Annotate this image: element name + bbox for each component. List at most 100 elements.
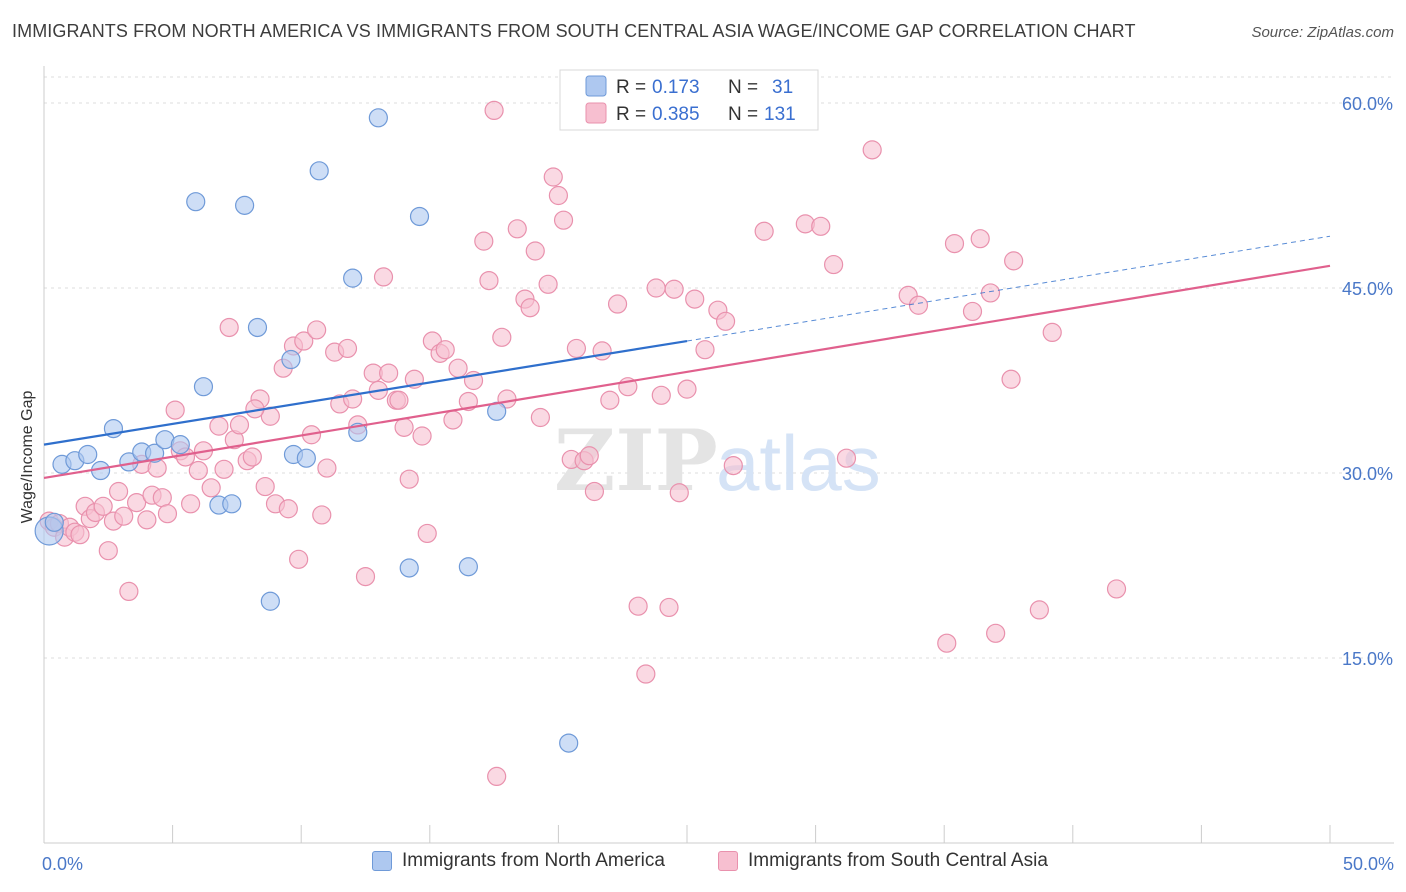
point-south-central-asia-65 [417, 523, 437, 544]
point-north-america-27 [458, 557, 478, 577]
point-north-america-30 [44, 512, 64, 532]
point-south-central-asia-36 [242, 447, 262, 467]
point-north-america-22 [343, 268, 363, 288]
point-south-central-asia-91 [584, 481, 605, 502]
point-south-central-asia-14 [114, 506, 134, 526]
point-south-central-asia-93 [600, 390, 620, 410]
point-south-central-asia-42 [278, 499, 298, 519]
point-south-central-asia-49 [317, 458, 337, 478]
point-south-central-asia-82 [530, 407, 550, 428]
point-south-central-asia-81 [525, 241, 545, 261]
point-south-central-asia-98 [646, 278, 666, 298]
stats-n-value-pink: 131 [764, 104, 796, 125]
stats-n-label-blue: N = [728, 77, 758, 98]
point-south-central-asia-74 [479, 271, 499, 291]
point-south-central-asia-124 [1004, 251, 1024, 271]
point-south-central-asia-128 [484, 100, 504, 121]
x-tick-label-0: 0.0% [42, 854, 83, 874]
point-south-central-asia-75 [487, 766, 507, 787]
point-south-central-asia-105 [695, 340, 715, 360]
point-south-central-asia-44 [289, 549, 309, 569]
point-south-central-asia-13 [108, 481, 129, 502]
point-south-central-asia-127 [1106, 579, 1127, 599]
point-south-central-asia-96 [628, 596, 648, 616]
point-north-america-12 [193, 377, 214, 397]
stats-r-label-pink: R = [616, 104, 646, 125]
point-south-central-asia-59 [379, 363, 399, 383]
point-south-central-asia-53 [343, 389, 363, 409]
point-north-america-10 [170, 435, 190, 455]
point-north-america-8 [144, 443, 165, 463]
trend-line-south-central-asia [43, 264, 1331, 480]
point-south-central-asia-64 [412, 426, 432, 446]
point-south-central-asia-78 [507, 219, 527, 239]
trend-line-north-america-extension [686, 235, 1331, 342]
point-south-central-asia-16 [126, 493, 147, 513]
source-label: Source: ZipAtlas.com [1251, 24, 1394, 41]
trend-line-north-america [43, 339, 688, 446]
point-north-america-16 [247, 317, 268, 338]
point-south-central-asia-99 [651, 385, 671, 405]
point-south-central-asia-23 [165, 400, 185, 420]
legend: Immigrants from North America Immigrants… [0, 850, 1406, 880]
point-south-central-asia-126 [1042, 322, 1062, 342]
point-south-central-asia-80 [520, 298, 540, 318]
legend-item-north-america: Immigrants from North America [372, 850, 665, 872]
point-south-central-asia-83 [538, 274, 558, 294]
point-south-central-asia-123 [1001, 369, 1021, 389]
point-south-central-asia-47 [307, 320, 327, 340]
point-south-central-asia-114 [862, 140, 882, 160]
point-south-central-asia-111 [811, 216, 831, 236]
point-south-central-asia-112 [824, 254, 844, 275]
stats-box: R = 0.173 N = 31 R = 0.385 N = 131 [559, 69, 819, 131]
y-tick-label-1: 30.0% [1342, 464, 1393, 484]
stats-swatch-blue [585, 75, 607, 97]
stats-r-value-blue: 0.173 [652, 77, 700, 98]
point-south-central-asia-69 [443, 410, 463, 430]
point-south-central-asia-26 [181, 494, 201, 514]
point-south-central-asia-94 [607, 294, 628, 314]
point-south-central-asia-55 [355, 566, 376, 587]
point-north-america-21 [309, 161, 329, 181]
point-south-central-asia-76 [492, 327, 512, 347]
point-south-central-asia-122 [986, 623, 1006, 643]
point-south-central-asia-11 [98, 541, 118, 561]
point-south-central-asia-120 [970, 229, 990, 249]
legend-swatch-pink [718, 851, 738, 871]
point-south-central-asia-6 [70, 525, 90, 545]
point-south-central-asia-86 [553, 210, 574, 230]
point-south-central-asia-48 [312, 505, 332, 525]
y-tick-label-2: 45.0% [1342, 279, 1393, 299]
point-south-central-asia-117 [937, 633, 957, 653]
point-south-central-asia-119 [962, 301, 983, 322]
x-tick-label-1: 50.0% [1343, 854, 1394, 874]
axes [43, 66, 1394, 844]
point-south-central-asia-73 [474, 231, 494, 251]
chart-title: IMMIGRANTS FROM NORTH AMERICA VS IMMIGRA… [12, 21, 1136, 41]
point-south-central-asia-18 [137, 510, 157, 530]
point-south-central-asia-31 [214, 459, 234, 479]
point-south-central-asia-34 [229, 415, 250, 435]
point-north-america-18 [281, 349, 301, 370]
point-south-central-asia-70 [448, 358, 468, 378]
point-south-central-asia-15 [119, 581, 139, 602]
point-south-central-asia-88 [566, 338, 587, 359]
legend-label-south-central-asia: Immigrants from South Central Asia [748, 850, 1048, 871]
legend-label-north-america: Immigrants from North America [402, 850, 665, 871]
point-south-central-asia-71 [458, 391, 478, 412]
point-south-central-asia-30 [209, 416, 229, 436]
point-south-central-asia-58 [373, 267, 394, 287]
legend-item-south-central-asia: Immigrants from South Central Asia [718, 850, 1048, 872]
point-north-america-3 [78, 444, 98, 465]
tick-labels: 15.0% 30.0% 45.0% 60.0% 0.0% 50.0% [42, 94, 1394, 874]
point-north-america-26 [409, 206, 430, 227]
stats-r-label-blue: R = [616, 77, 646, 98]
point-south-central-asia-107 [715, 311, 736, 331]
point-south-central-asia-101 [664, 279, 684, 299]
point-south-central-asia-61 [394, 417, 414, 437]
point-south-central-asia-52 [337, 338, 358, 359]
point-south-central-asia-108 [723, 456, 743, 476]
y-tick-label-0: 15.0% [1342, 649, 1393, 669]
point-south-central-asia-21 [152, 488, 172, 508]
point-south-central-asia-118 [944, 234, 965, 254]
